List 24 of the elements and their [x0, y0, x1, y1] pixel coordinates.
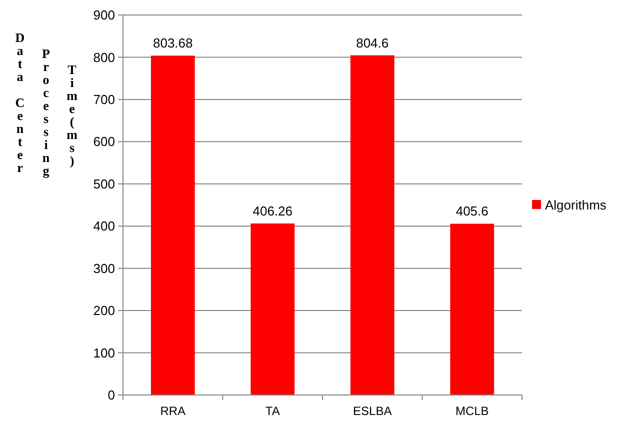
bar [350, 55, 394, 395]
y-tick-label: 300 [93, 260, 115, 276]
x-tick-label: TA [265, 404, 280, 418]
y-tick-label: 400 [93, 218, 115, 234]
bar [150, 56, 195, 395]
y-tick-label: 900 [93, 8, 115, 23]
legend-label: Algorithms [545, 198, 607, 213]
data-label: 803.68 [152, 36, 193, 51]
data-label: 405.6 [456, 204, 488, 219]
bar [250, 223, 295, 395]
y-axis-title: Data Center Processing Time(ms) [12, 30, 80, 178]
y-tick-label: 700 [93, 92, 115, 107]
y-tick-label: 0 [108, 388, 115, 403]
y-tick-label: 500 [93, 176, 115, 192]
bar [450, 224, 494, 395]
x-tick-label: ESLBA [353, 404, 392, 418]
y-tick-label: 600 [93, 134, 115, 150]
y-tick-label: 200 [93, 303, 115, 318]
x-tick-label: RRA [160, 404, 186, 418]
data-label: 804.6 [356, 35, 389, 50]
x-tick-label: MCLB [455, 404, 489, 418]
y-tick-label: 800 [93, 50, 115, 65]
data-label: 406.26 [252, 203, 293, 218]
y-tick-label: 100 [93, 345, 115, 360]
